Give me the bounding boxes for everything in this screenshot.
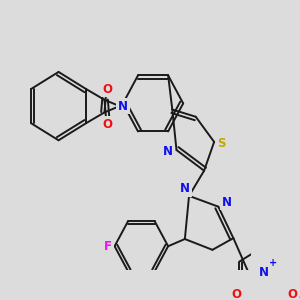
Text: O: O: [231, 288, 241, 300]
Text: N: N: [259, 266, 269, 279]
Text: N: N: [222, 196, 232, 209]
Text: N: N: [118, 100, 128, 112]
Text: S: S: [218, 137, 226, 150]
Text: N: N: [163, 145, 173, 158]
Text: O: O: [103, 118, 113, 130]
Text: +: +: [268, 258, 277, 268]
Text: O: O: [103, 82, 113, 95]
Text: -: -: [298, 291, 300, 300]
Text: N: N: [180, 182, 190, 195]
Text: F: F: [104, 240, 112, 253]
Text: O: O: [288, 288, 298, 300]
